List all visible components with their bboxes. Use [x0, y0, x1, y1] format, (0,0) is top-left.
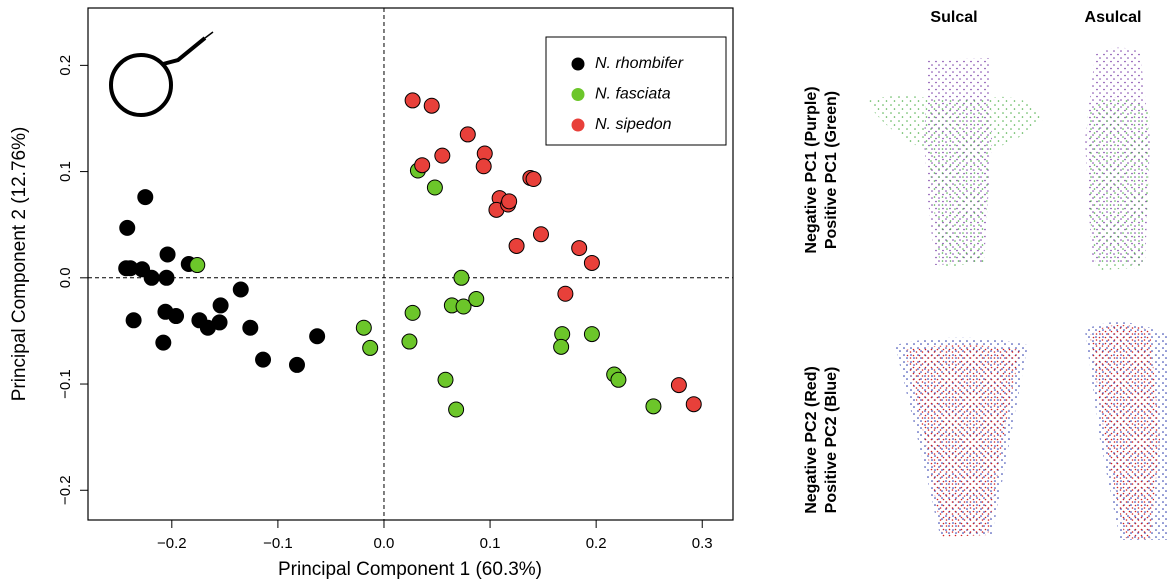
legend-label: N. fasciata [595, 86, 671, 103]
point [232, 281, 249, 298]
legend-label: N. rhombifer [595, 55, 684, 72]
point [255, 351, 272, 368]
column-title: Sulcal [930, 9, 977, 26]
x-tick-label: 0.3 [692, 535, 713, 552]
point [557, 285, 574, 302]
point [404, 92, 421, 109]
y-tick-label: 0.0 [57, 267, 74, 288]
point [610, 371, 627, 388]
row-label: Positive PC1 (Green) [823, 91, 840, 249]
y-tick-label: 0.1 [57, 161, 74, 182]
x-tick-label: −0.1 [263, 535, 293, 552]
point [189, 257, 206, 274]
point [434, 147, 451, 164]
legend-label: N. sipedon [595, 116, 672, 133]
point [143, 269, 160, 286]
point [414, 157, 431, 174]
point [155, 334, 172, 351]
point [309, 328, 326, 345]
point [159, 246, 176, 263]
snake-icon [109, 31, 214, 117]
point [583, 326, 600, 343]
row-label: Positive PC2 (Blue) [823, 367, 840, 514]
point [404, 304, 421, 321]
point [501, 193, 518, 210]
point [137, 189, 154, 206]
point [242, 319, 259, 336]
point [355, 319, 372, 336]
point [645, 398, 662, 415]
point [475, 158, 492, 175]
point [670, 377, 687, 394]
legend-marker [571, 88, 585, 101]
point [362, 339, 379, 356]
x-tick-label: 0.2 [586, 535, 607, 552]
point [453, 269, 470, 286]
point [459, 126, 476, 143]
x-tick-label: 0.0 [374, 535, 395, 552]
legend-marker [571, 57, 585, 71]
point [119, 219, 136, 236]
point [168, 308, 185, 325]
point [288, 356, 305, 373]
point [532, 226, 549, 243]
point [158, 269, 175, 286]
point [212, 297, 229, 314]
point [583, 254, 600, 271]
point [571, 240, 588, 257]
point [423, 97, 440, 114]
point [468, 291, 485, 308]
point [401, 333, 418, 350]
point [525, 171, 542, 188]
point-cloud [866, 47, 1168, 540]
y-tick-label: −0.2 [57, 475, 74, 505]
point [685, 396, 702, 413]
x-tick-label: −0.2 [157, 535, 187, 552]
x-tick-label: 0.1 [480, 535, 501, 552]
row-label: Negative PC1 (Purple) [803, 86, 820, 253]
y-tick-label: −0.1 [57, 369, 74, 399]
y-axis-label: Principal Component 2 (12.76%) [9, 127, 30, 402]
point [455, 298, 472, 315]
point [553, 338, 570, 355]
point [426, 179, 443, 196]
x-axis-label: Principal Component 1 (60.3%) [278, 559, 542, 580]
point [437, 371, 454, 388]
legend-marker [571, 118, 585, 132]
point [448, 401, 465, 418]
column-title: Asulcal [1085, 9, 1142, 26]
row-label: Negative PC2 (Red) [803, 366, 820, 514]
point [211, 314, 228, 331]
plot-frame [87, 7, 734, 521]
point [125, 312, 142, 329]
y-tick-label: 0.2 [57, 55, 74, 76]
point [508, 237, 525, 254]
